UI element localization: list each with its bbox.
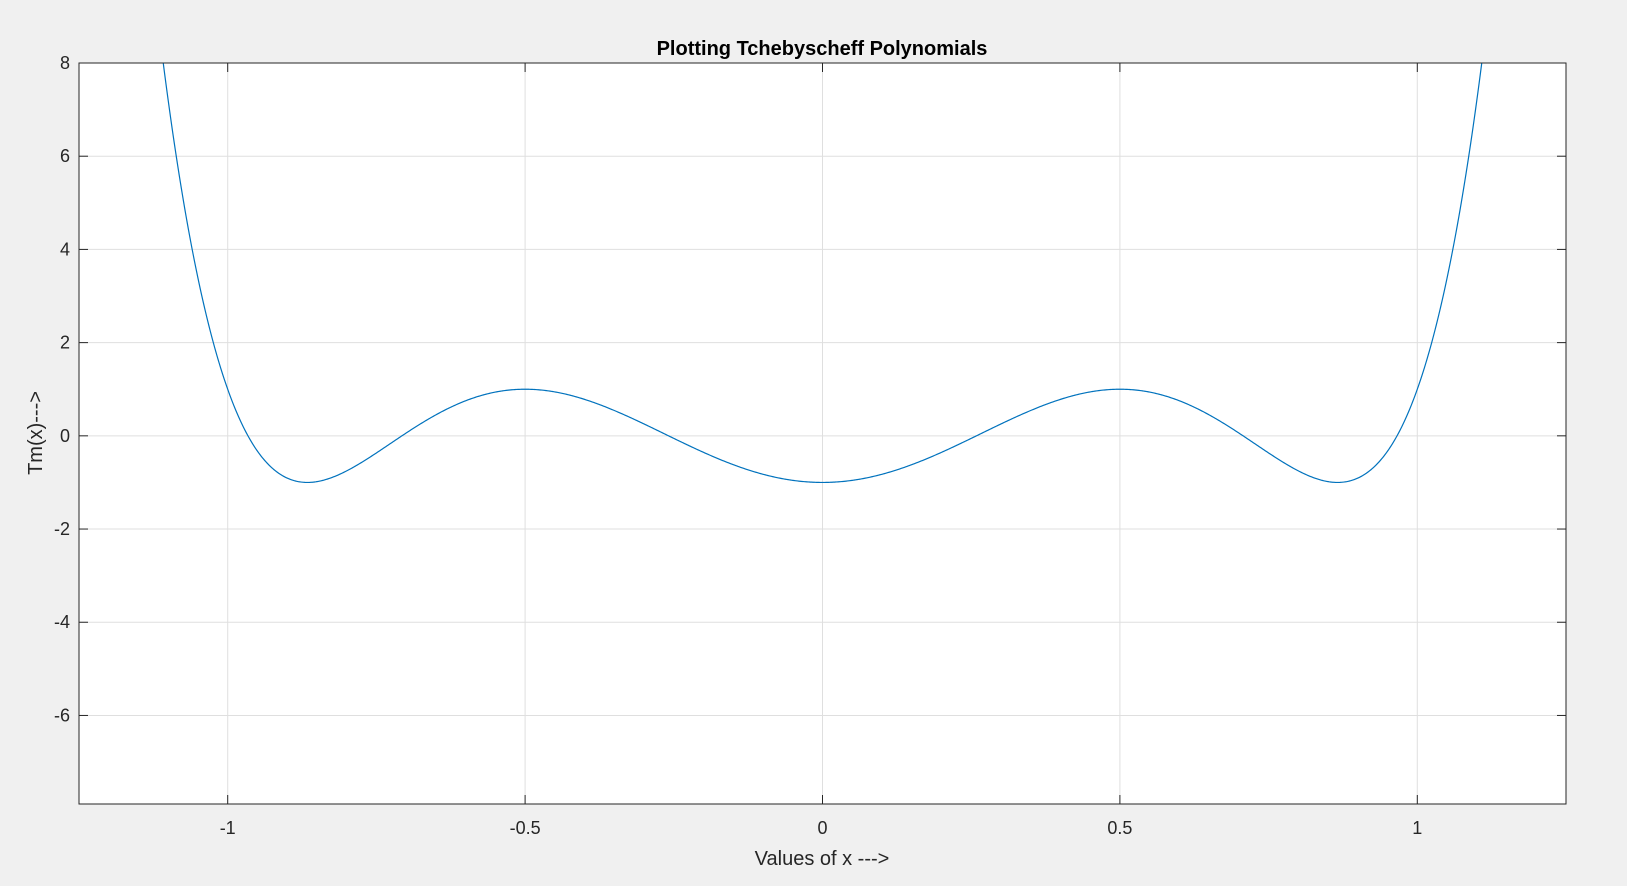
x-tick-label: -1	[220, 818, 236, 838]
grid	[79, 62, 1566, 804]
y-axis-label: Tm(x)--->	[25, 391, 47, 475]
x-tick-label: 1	[1412, 818, 1422, 838]
y-tick-label: -4	[54, 612, 70, 632]
series-group	[162, 63, 1483, 484]
y-tick-label: -2	[54, 519, 70, 539]
series-line	[162, 63, 1483, 484]
y-tick-label: 0	[60, 426, 70, 446]
tick-labels: -1 -0.5 0 0.5 1 -6 -4 -2 0 2 4 6 8	[54, 53, 1422, 838]
y-tick-label: 8	[60, 53, 70, 73]
y-tick-label: 2	[60, 333, 70, 353]
y-tick-label: -6	[54, 705, 70, 725]
x-tick-label: 0.5	[1107, 818, 1132, 838]
ticks	[79, 62, 1566, 804]
chart-title: Plotting Tchebyscheff Polynomials	[657, 38, 988, 60]
x-tick-label: 0	[817, 818, 827, 838]
y-tick-label: 4	[60, 239, 70, 259]
x-tick-label: -0.5	[510, 818, 541, 838]
y-tick-label: 6	[60, 146, 70, 166]
x-axis-label: Values of x --->	[755, 848, 890, 870]
